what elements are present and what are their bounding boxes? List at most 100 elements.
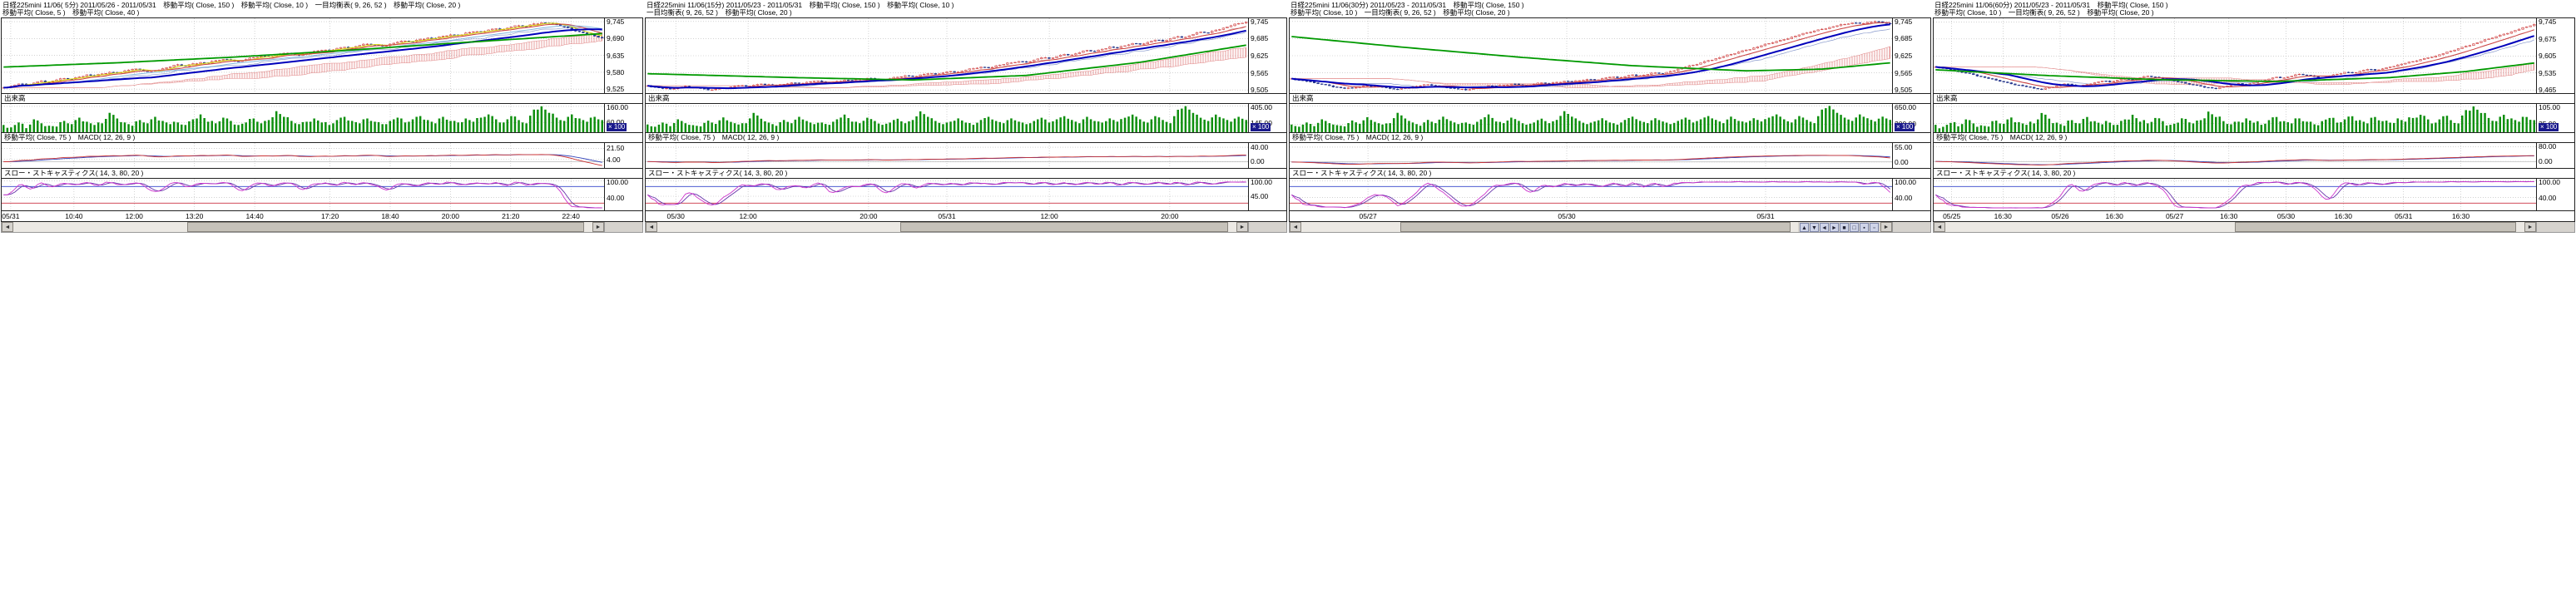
mini-toolbar-button[interactable]: ▲: [1800, 222, 1809, 232]
x-axis-label: 13:20: [186, 212, 204, 220]
mini-toolbar-button[interactable]: □: [1850, 222, 1859, 232]
scroll-right-button[interactable]: ►: [2524, 222, 2536, 232]
scrollbar-track[interactable]: [13, 222, 592, 232]
macd-y-axis: 40.00 0.00: [1248, 143, 1286, 168]
volume-band: 出来高: [2, 93, 642, 104]
multiplier-badge: × 100: [1251, 123, 1271, 131]
axis-tick-label: 9,565: [1251, 68, 1269, 77]
volume-plot[interactable]: [2, 104, 604, 132]
scroll-left-button[interactable]: ◄: [2, 222, 13, 232]
volume-band: 出来高: [1934, 93, 2574, 104]
price-plot[interactable]: [1290, 18, 1892, 93]
volume-plot[interactable]: [1934, 104, 2536, 132]
axis-tick-label: 100.00: [1251, 178, 1272, 186]
mini-toolbar-button[interactable]: ▪: [1860, 222, 1869, 232]
candles: [1290, 20, 1892, 91]
chart-header: 日経225mini 11/06(15分) 2011/05/23 - 2011/0…: [645, 1, 1287, 17]
price-plot[interactable]: [646, 18, 1248, 93]
scroll-right-button[interactable]: ►: [1236, 222, 1248, 232]
macd-plot[interactable]: [1290, 143, 1892, 168]
x-axis-label: 05/25: [1943, 212, 1961, 220]
chart-title-line2: 移動平均( Close, 10 ) 一目均衡表( 9, 26, 52 ) 移動平…: [1934, 9, 2154, 17]
multiplier-badge: × 100: [1895, 123, 1915, 131]
axis-tick-label: 100.00: [1895, 178, 1916, 186]
volume-y-axis: 405.00 145.00× 100: [1248, 103, 1286, 132]
x-axis-label: 05/27: [2165, 212, 2184, 220]
chart-header: 日経225mini 11/06(60分) 2011/05/23 - 2011/0…: [1933, 1, 2575, 17]
mini-toolbar-button[interactable]: ▫: [1870, 222, 1879, 232]
scrollbar-track[interactable]: [1945, 222, 2524, 232]
x-axis-label: 05/26: [2051, 212, 2069, 220]
scrollbar-track[interactable]: [1301, 222, 1798, 232]
axis-tick-label: 80.00: [2539, 142, 2557, 151]
macd-section: 21.50 4.00: [2, 143, 642, 168]
price-plot[interactable]: [2, 18, 604, 93]
x-axis-label: 12:00: [739, 212, 757, 220]
axis-tick-label: 45.00: [1251, 192, 1269, 200]
scroll-left-button[interactable]: ◄: [1934, 222, 1945, 232]
axis-tick-label: 55.00: [1895, 142, 1913, 151]
axis-tick-label: 4.00: [607, 155, 621, 164]
chart-stack: 9,745 9,675 9,605 9,535 9,465 出来高 105.0035.0…: [1933, 17, 2575, 222]
scroll-right-button[interactable]: ►: [1880, 222, 1892, 232]
axis-tick-label: 0.00: [1251, 157, 1265, 166]
volume-label: 出来高: [1292, 94, 1314, 102]
macd-label: 移動平均( Close, 75 ) MACD( 12, 26, 9 ): [1292, 133, 1424, 141]
multiplier-badge: × 100: [607, 123, 627, 131]
macd-y-axis: 55.00 0.00: [1892, 143, 1930, 168]
volume-y-axis: 650.00200.00× 100: [1892, 103, 1930, 132]
macd-plot[interactable]: [2, 143, 604, 168]
scrollbar-thumb[interactable]: [2235, 222, 2516, 232]
axis-tick-label: 0.00: [2539, 157, 2553, 166]
axis-tick-label: 160.00: [607, 103, 628, 111]
mini-toolbar-button[interactable]: ►: [1830, 222, 1839, 232]
x-axis-label: 16:30: [1994, 212, 2012, 220]
h-scrollbar: ◄ ►: [1, 222, 643, 233]
x-axis-label: 05/30: [1558, 212, 1576, 220]
scroll-right-button[interactable]: ►: [592, 222, 604, 232]
x-axis-label: 05/30: [2276, 212, 2296, 220]
scroll-left-button[interactable]: ◄: [1290, 222, 1301, 232]
axis-tick-label: 9,685: [1895, 34, 1913, 43]
mini-toolbar-button[interactable]: ◄: [1820, 222, 1829, 232]
volume-plot[interactable]: [1290, 104, 1892, 132]
scrollbar-thumb[interactable]: [186, 222, 584, 232]
stoch-band: スロー・ストキャスティクス( 14, 3, 80, 20 ): [1290, 168, 1930, 179]
x-axis: 05/30 12:00 20:00 05/31 12:00 20:00: [646, 210, 1286, 221]
price-plot[interactable]: [1934, 18, 2536, 93]
stoch-label: スロー・ストキャスティクス( 14, 3, 80, 20 ): [648, 169, 788, 177]
scrollbar-thumb[interactable]: [900, 222, 1228, 232]
price-y-axis: 9,745 9,685 9,625 9,565 9,505: [1892, 17, 1930, 94]
x-axis-label: 17:20: [320, 212, 339, 220]
price-y-axis: 9,745 9,685 9,625 9,565 9,505: [1248, 17, 1286, 94]
scrollbar-track[interactable]: [657, 222, 1236, 232]
macd-plot[interactable]: [1934, 143, 2536, 168]
stoch-band: スロー・ストキャスティクス( 14, 3, 80, 20 ): [2, 168, 642, 179]
mini-toolbar: ▲ ▼ ◄ ► ■ □ ▪ ▫: [1798, 222, 1880, 232]
stoch-label: スロー・ストキャスティクス( 14, 3, 80, 20 ): [1936, 169, 2076, 177]
chart-window-5min: 日経225mini 11/06( 5分) 2011/05/26 - 2011/0…: [1, 1, 643, 233]
scroll-left-button[interactable]: ◄: [646, 222, 657, 232]
x-axis-label: 05/31: [2, 212, 20, 220]
mini-toolbar-button[interactable]: ■: [1840, 222, 1849, 232]
stoch-plot[interactable]: [646, 179, 1248, 210]
stoch-section: 100.00 40.00: [2, 178, 642, 210]
macd-label: 移動平均( Close, 75 ) MACD( 12, 26, 9 ): [648, 133, 780, 141]
mini-toolbar-button[interactable]: ▼: [1810, 222, 1819, 232]
stoch-plot[interactable]: [1934, 179, 2536, 210]
chart-panels-row: 日経225mini 11/06( 5分) 2011/05/26 - 2011/0…: [0, 0, 2576, 234]
volume-y-axis: 160.00 60.00× 100: [604, 103, 642, 132]
x-axis-label: 22:40: [562, 212, 580, 220]
scrollbar-corner: [604, 222, 642, 232]
x-axis-label: 12:00: [125, 212, 143, 220]
scrollbar-thumb[interactable]: [1400, 222, 1791, 232]
axis-tick-label: 9,675: [2539, 34, 2557, 43]
axis-tick-label: 9,565: [1895, 68, 1913, 77]
volume-plot[interactable]: [646, 104, 1248, 132]
macd-plot[interactable]: [646, 143, 1248, 168]
price-section: 9,745 9,675 9,605 9,535 9,465: [1934, 17, 2574, 94]
stoch-plot[interactable]: [1290, 179, 1892, 210]
volume-y-axis: 105.0035.00× 100: [2536, 103, 2574, 132]
macd-section: 55.00 0.00: [1290, 143, 1930, 168]
stoch-plot[interactable]: [2, 179, 604, 210]
